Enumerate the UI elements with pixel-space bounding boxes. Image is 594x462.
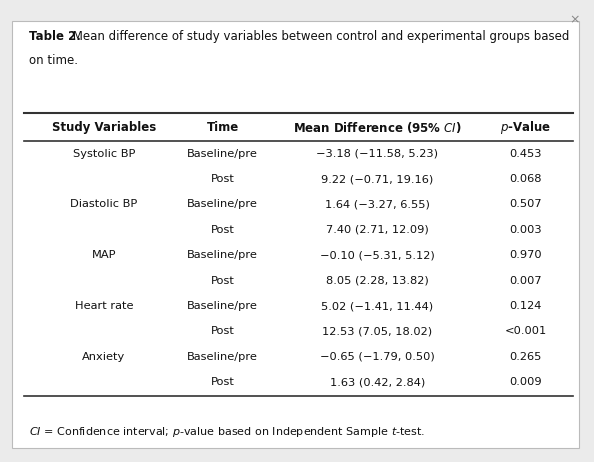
Text: 9.22 (−0.71, 19.16): 9.22 (−0.71, 19.16) [321, 174, 433, 184]
Text: 5.02 (−1.41, 11.44): 5.02 (−1.41, 11.44) [321, 301, 433, 311]
Text: 1.63 (0.42, 2.84): 1.63 (0.42, 2.84) [330, 377, 425, 387]
Text: −0.10 (−5.31, 5.12): −0.10 (−5.31, 5.12) [320, 250, 435, 260]
Text: Post: Post [211, 225, 235, 235]
Text: Table 2.: Table 2. [29, 30, 80, 43]
Text: <0.001: <0.001 [504, 327, 547, 336]
Text: 12.53 (7.05, 18.02): 12.53 (7.05, 18.02) [322, 327, 432, 336]
Text: Heart rate: Heart rate [75, 301, 133, 311]
Text: 0.124: 0.124 [510, 301, 542, 311]
Text: 0.265: 0.265 [510, 352, 542, 362]
Text: Systolic BP: Systolic BP [72, 149, 135, 158]
Text: on time.: on time. [29, 54, 77, 67]
Text: ×: × [570, 13, 580, 26]
Text: 0.453: 0.453 [510, 149, 542, 158]
Text: 0.007: 0.007 [510, 276, 542, 286]
Text: 7.40 (2.71, 12.09): 7.40 (2.71, 12.09) [326, 225, 428, 235]
Text: Post: Post [211, 377, 235, 387]
Text: $\mathit{p}$-Value: $\mathit{p}$-Value [500, 119, 551, 135]
Text: Post: Post [211, 276, 235, 286]
Text: Baseline/pre: Baseline/pre [187, 149, 258, 158]
Text: MAP: MAP [91, 250, 116, 260]
Text: Baseline/pre: Baseline/pre [187, 200, 258, 209]
Text: −3.18 (−11.58, 5.23): −3.18 (−11.58, 5.23) [316, 149, 438, 158]
Text: 0.003: 0.003 [510, 225, 542, 235]
Text: Diastolic BP: Diastolic BP [70, 200, 138, 209]
Text: 8.05 (2.28, 13.82): 8.05 (2.28, 13.82) [326, 276, 428, 286]
Text: −0.65 (−1.79, 0.50): −0.65 (−1.79, 0.50) [320, 352, 435, 362]
Text: Time: Time [207, 121, 239, 134]
Text: Anxiety: Anxiety [83, 352, 125, 362]
Text: Baseline/pre: Baseline/pre [187, 250, 258, 260]
Text: Mean difference of study variables between control and experimental groups based: Mean difference of study variables betwe… [69, 30, 569, 43]
Text: $\mathit{CI}$ = Confidence interval; $\mathit{p}$-value based on Independent Sam: $\mathit{CI}$ = Confidence interval; $\m… [29, 425, 425, 439]
Text: 1.64 (−3.27, 6.55): 1.64 (−3.27, 6.55) [325, 200, 429, 209]
Text: Post: Post [211, 327, 235, 336]
Text: Study Variables: Study Variables [52, 121, 156, 134]
Text: Post: Post [211, 174, 235, 184]
Text: Mean Difference (95% $\mathit{CI}$): Mean Difference (95% $\mathit{CI}$) [293, 120, 462, 134]
Text: 0.507: 0.507 [510, 200, 542, 209]
Text: 0.970: 0.970 [510, 250, 542, 260]
Text: Baseline/pre: Baseline/pre [187, 352, 258, 362]
Text: 0.009: 0.009 [510, 377, 542, 387]
Text: Baseline/pre: Baseline/pre [187, 301, 258, 311]
Text: 0.068: 0.068 [510, 174, 542, 184]
